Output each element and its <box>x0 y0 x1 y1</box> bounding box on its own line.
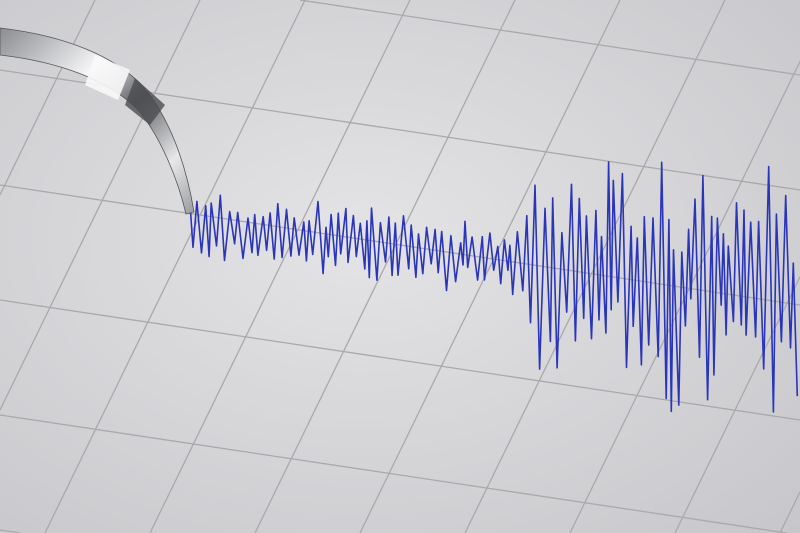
seismic-trace <box>189 161 799 413</box>
needle <box>0 27 195 215</box>
grid-line <box>44 0 306 533</box>
grid-line <box>359 0 621 533</box>
grid-line <box>569 61 800 533</box>
grid-line <box>0 299 800 421</box>
grid-line <box>674 276 800 533</box>
grid-line <box>0 0 96 196</box>
grid-line <box>0 414 787 533</box>
grid-line <box>0 0 201 411</box>
grid-line <box>299 0 800 76</box>
grid-line <box>779 491 800 533</box>
grid-line <box>464 0 726 533</box>
grid-line <box>254 0 516 533</box>
